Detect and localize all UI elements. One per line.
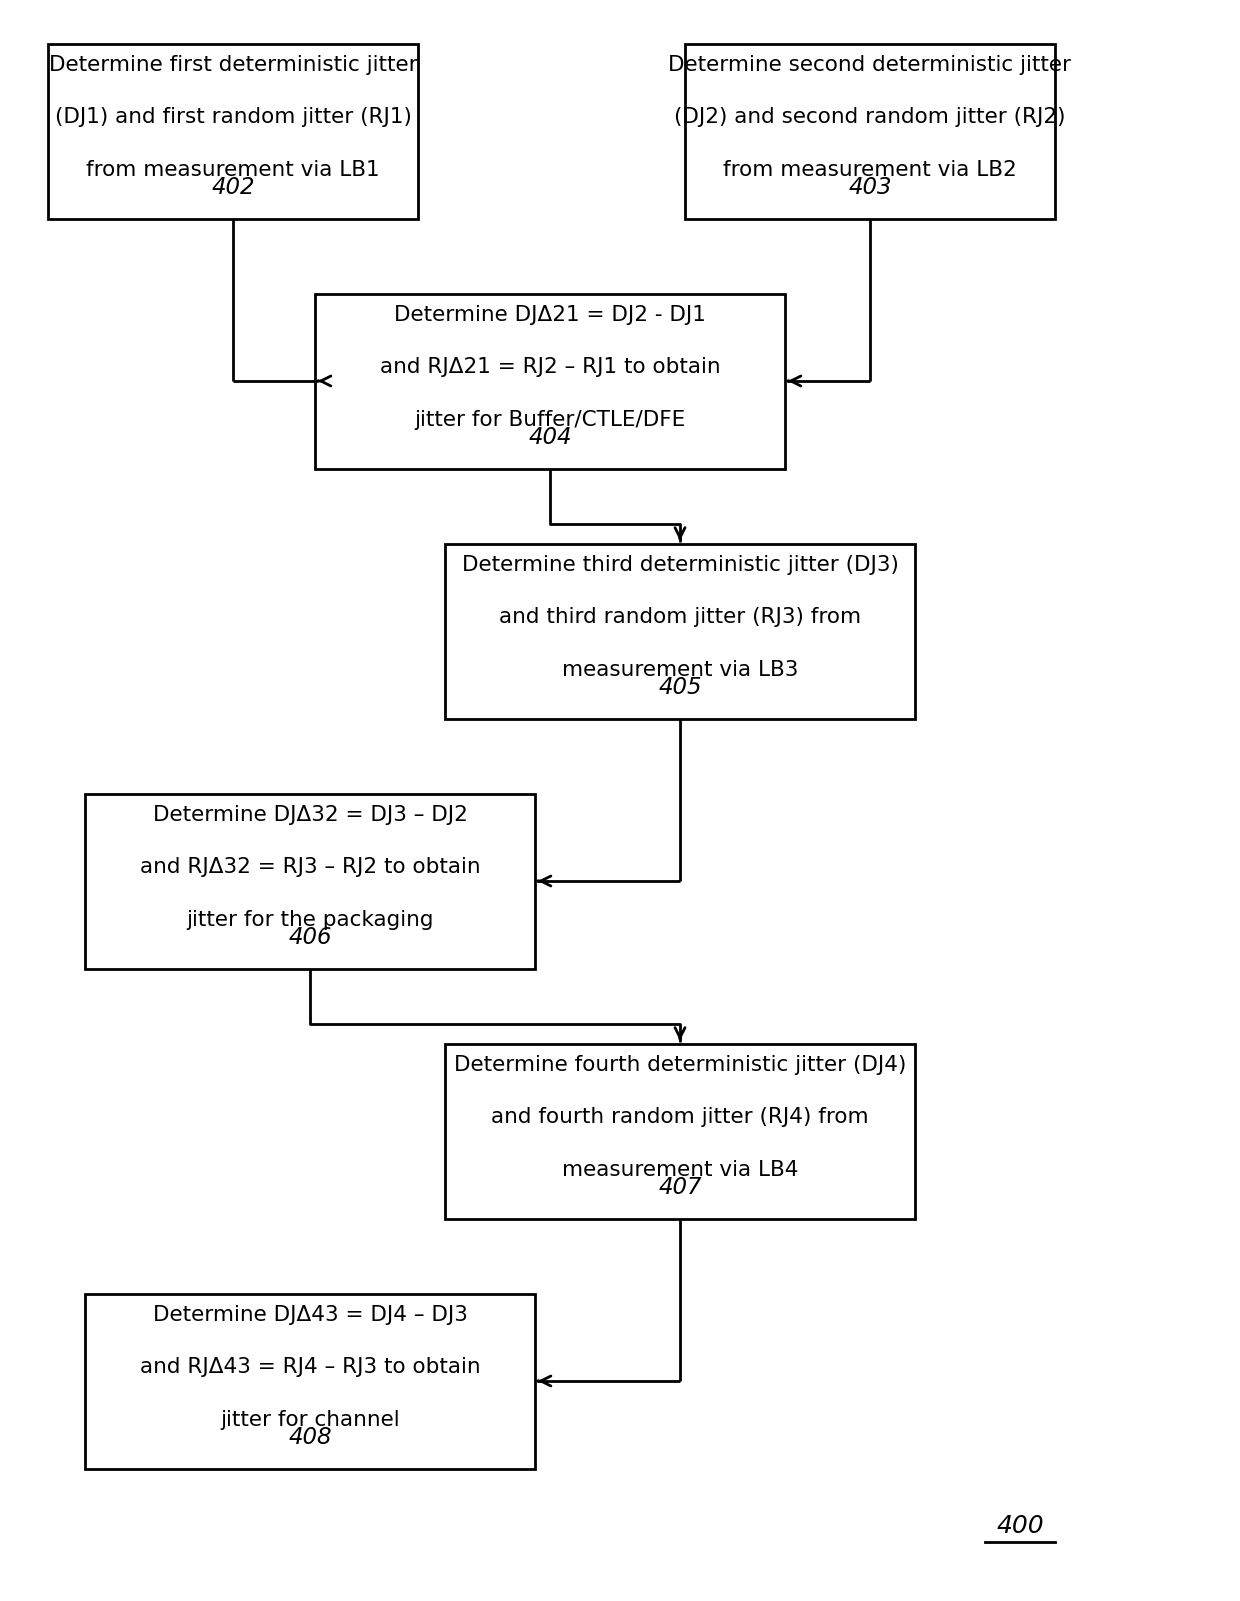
FancyBboxPatch shape bbox=[684, 43, 1055, 218]
FancyBboxPatch shape bbox=[445, 1044, 915, 1218]
Text: 405: 405 bbox=[658, 676, 702, 698]
Text: and RJΔ21 = RJ2 – RJ1 to obtain: and RJΔ21 = RJ2 – RJ1 to obtain bbox=[379, 357, 720, 376]
Text: Determine DJΔ32 = DJ3 – DJ2: Determine DJΔ32 = DJ3 – DJ2 bbox=[153, 804, 467, 825]
Text: and RJΔ43 = RJ4 – RJ3 to obtain: and RJΔ43 = RJ4 – RJ3 to obtain bbox=[140, 1358, 480, 1377]
Text: 402: 402 bbox=[211, 176, 254, 199]
Text: Determine DJΔ43 = DJ4 – DJ3: Determine DJΔ43 = DJ4 – DJ3 bbox=[153, 1305, 467, 1324]
Text: jitter for the packaging: jitter for the packaging bbox=[186, 909, 434, 930]
Text: 406: 406 bbox=[288, 925, 332, 948]
Text: 403: 403 bbox=[848, 176, 892, 199]
Text: measurement via LB4: measurement via LB4 bbox=[562, 1159, 799, 1180]
FancyBboxPatch shape bbox=[48, 43, 418, 218]
Text: jitter for Buffer/CTLE/DFE: jitter for Buffer/CTLE/DFE bbox=[414, 410, 686, 429]
Text: (DJ2) and second random jitter (RJ2): (DJ2) and second random jitter (RJ2) bbox=[675, 107, 1065, 126]
FancyBboxPatch shape bbox=[445, 543, 915, 719]
Text: and fourth random jitter (RJ4) from: and fourth random jitter (RJ4) from bbox=[491, 1106, 869, 1127]
Text: Determine second deterministic jitter: Determine second deterministic jitter bbox=[668, 54, 1071, 75]
Text: and third random jitter (RJ3) from: and third random jitter (RJ3) from bbox=[498, 607, 861, 628]
Text: Determine fourth deterministic jitter (DJ4): Determine fourth deterministic jitter (D… bbox=[454, 1055, 906, 1074]
Text: measurement via LB3: measurement via LB3 bbox=[562, 660, 799, 679]
Text: from measurement via LB2: from measurement via LB2 bbox=[723, 160, 1017, 179]
Text: jitter for channel: jitter for channel bbox=[221, 1409, 399, 1430]
Text: Determine first deterministic jitter: Determine first deterministic jitter bbox=[48, 54, 418, 75]
Text: 400: 400 bbox=[996, 1515, 1044, 1539]
FancyBboxPatch shape bbox=[86, 794, 534, 969]
Text: Determine DJΔ21 = DJ2 - DJ1: Determine DJΔ21 = DJ2 - DJ1 bbox=[394, 304, 706, 325]
FancyBboxPatch shape bbox=[86, 1294, 534, 1468]
Text: Determine third deterministic jitter (DJ3): Determine third deterministic jitter (DJ… bbox=[461, 554, 899, 575]
FancyBboxPatch shape bbox=[315, 293, 785, 469]
Text: (DJ1) and first random jitter (RJ1): (DJ1) and first random jitter (RJ1) bbox=[55, 107, 412, 126]
Text: and RJΔ32 = RJ3 – RJ2 to obtain: and RJΔ32 = RJ3 – RJ2 to obtain bbox=[140, 857, 480, 877]
Text: from measurement via LB1: from measurement via LB1 bbox=[87, 160, 379, 179]
Text: 404: 404 bbox=[528, 426, 572, 448]
Text: 408: 408 bbox=[288, 1425, 332, 1449]
Text: 407: 407 bbox=[658, 1175, 702, 1199]
